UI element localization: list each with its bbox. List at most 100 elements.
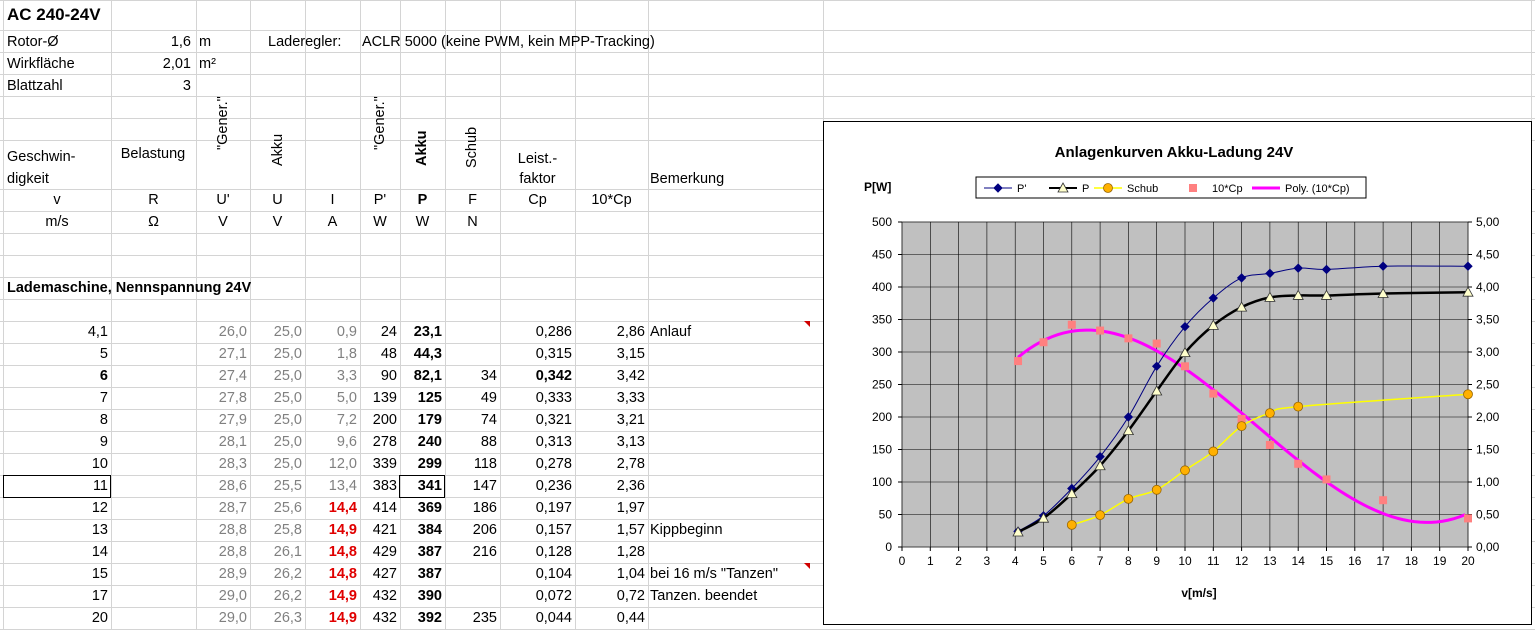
cell-cp10[interactable]: 1,97 — [616, 500, 645, 516]
cell-i[interactable]: 0,9 — [336, 324, 357, 340]
cell-u[interactable]: 26,2 — [273, 566, 302, 582]
sheet-title[interactable]: AC 240-24V — [7, 5, 101, 24]
cell-ug[interactable]: 27,1 — [218, 346, 247, 362]
cell-note[interactable] — [650, 409, 820, 431]
cell-ug[interactable]: 27,9 — [218, 412, 247, 428]
cell-p[interactable]: 23,1 — [413, 324, 442, 340]
cell-i[interactable]: 9,6 — [336, 434, 357, 450]
cell-v[interactable]: 5 — [99, 346, 108, 362]
cell-u[interactable]: 25,0 — [273, 324, 302, 340]
cell-note[interactable] — [650, 497, 820, 519]
cell-v[interactable]: 9 — [99, 434, 108, 450]
param-unit[interactable]: m — [199, 34, 212, 50]
cell-u[interactable]: 25,0 — [273, 368, 302, 384]
cell-cp[interactable]: 0,072 — [535, 588, 572, 604]
cell-v[interactable]: 13 — [91, 522, 108, 538]
cell-cp10[interactable]: 2,86 — [616, 324, 645, 340]
cell-cp[interactable]: 0,313 — [535, 434, 572, 450]
cell-pg[interactable]: 383 — [372, 478, 397, 494]
cell-f[interactable]: 186 — [472, 500, 497, 516]
cell-cp[interactable]: 0,315 — [535, 346, 572, 362]
unit-2[interactable]: V — [218, 214, 228, 230]
cell-ug[interactable]: 28,8 — [218, 522, 247, 538]
cell-ug[interactable]: 28,8 — [218, 544, 247, 560]
cell-p[interactable]: 390 — [417, 588, 442, 604]
param-value[interactable]: 2,01 — [162, 56, 191, 72]
selected-cell-v[interactable] — [3, 475, 111, 498]
cell-pg[interactable]: 200 — [372, 412, 397, 428]
symbol-0[interactable]: v — [53, 192, 61, 208]
header-faktor[interactable]: faktor — [519, 171, 556, 187]
cell-i[interactable]: 1,8 — [336, 346, 357, 362]
symbol-1[interactable]: R — [148, 192, 159, 208]
comment-marker-icon[interactable] — [804, 563, 810, 569]
cell-ug[interactable]: 27,4 — [218, 368, 247, 384]
cell-i[interactable]: 3,3 — [336, 368, 357, 384]
param-value[interactable]: 1,6 — [170, 34, 191, 50]
cell-cp[interactable]: 0,157 — [535, 522, 572, 538]
header-akku1[interactable]: Akku — [270, 133, 286, 166]
cell-i[interactable]: 14,8 — [328, 566, 357, 582]
cell-f[interactable]: 88 — [480, 434, 497, 450]
header-bemerkung[interactable]: Bemerkung — [650, 171, 725, 187]
symbol-9[interactable]: 10*Cp — [591, 192, 632, 208]
cell-v[interactable]: 11 — [92, 478, 108, 494]
cell-u[interactable]: 25,0 — [273, 412, 302, 428]
symbol-2[interactable]: U' — [216, 192, 230, 208]
cell-v[interactable]: 17 — [91, 588, 108, 604]
laderegler-label[interactable]: Laderegler: — [268, 34, 342, 50]
cell-f[interactable]: 49 — [480, 390, 497, 406]
cell-cp[interactable]: 0,286 — [535, 324, 572, 340]
cell-p[interactable]: 384 — [417, 522, 442, 538]
cell-v[interactable]: 7 — [99, 390, 108, 406]
cell-i[interactable]: 14,9 — [328, 610, 357, 626]
cell-f[interactable]: 74 — [480, 412, 497, 428]
cell-i[interactable]: 5,0 — [336, 390, 357, 406]
cell-f[interactable]: 216 — [472, 544, 497, 560]
cell-p[interactable]: 369 — [417, 500, 442, 516]
cell-pg[interactable]: 24 — [380, 324, 397, 340]
cell-u[interactable]: 25,0 — [273, 390, 302, 406]
header-gener2[interactable]: "Gener." — [372, 96, 388, 150]
cell-note[interactable] — [650, 387, 820, 409]
cell-i[interactable]: 7,2 — [336, 412, 357, 428]
cell-note[interactable] — [650, 343, 820, 365]
unit-3[interactable]: V — [272, 214, 283, 230]
header-digkeit[interactable]: digkeit — [7, 171, 49, 187]
cell-pg[interactable]: 414 — [372, 500, 397, 516]
cell-cp[interactable]: 0,333 — [535, 390, 572, 406]
cell-ug[interactable]: 27,8 — [218, 390, 247, 406]
cell-f[interactable] — [445, 563, 497, 585]
cell-u[interactable]: 25,5 — [273, 478, 302, 494]
cell-f[interactable]: 118 — [473, 456, 497, 472]
cell-cp10[interactable]: 1,28 — [616, 544, 645, 560]
cell-v[interactable]: 4,1 — [87, 324, 108, 340]
cell-pg[interactable]: 90 — [380, 368, 397, 384]
cell-ug[interactable]: 28,6 — [218, 478, 247, 494]
cell-i[interactable]: 12,0 — [328, 456, 357, 472]
cell-p[interactable]: 82,1 — [413, 368, 442, 384]
cell-u[interactable]: 25,0 — [273, 434, 302, 450]
comment-marker-icon[interactable] — [804, 321, 810, 327]
unit-5[interactable]: W — [373, 214, 387, 230]
cell-cp10[interactable]: 3,13 — [616, 434, 645, 450]
cell-cp[interactable]: 0,236 — [535, 478, 572, 494]
cell-cp[interactable]: 0,321 — [535, 412, 572, 428]
cell-cp[interactable]: 0,342 — [535, 368, 572, 384]
cell-cp10[interactable]: 3,15 — [616, 346, 645, 362]
param-unit[interactable] — [199, 75, 239, 97]
param-unit[interactable]: m² — [199, 56, 216, 72]
cell-note[interactable] — [650, 431, 820, 453]
cell-v[interactable]: 15 — [91, 566, 108, 582]
laderegler-value[interactable]: ACLR 5000 (keine PWM, kein MPP-Tracking) — [362, 34, 655, 50]
cell-pg[interactable]: 429 — [372, 544, 397, 560]
cell-ug[interactable]: 28,9 — [218, 566, 247, 582]
cell-note[interactable] — [650, 453, 820, 475]
param-label[interactable]: Rotor-Ø — [7, 34, 59, 50]
cell-pg[interactable]: 427 — [372, 566, 397, 582]
cell-p[interactable]: 392 — [417, 610, 442, 626]
cell-pg[interactable]: 278 — [372, 434, 397, 450]
cell-i[interactable]: 14,8 — [328, 544, 357, 560]
cell-pg[interactable]: 421 — [372, 522, 397, 538]
symbol-6[interactable]: P — [417, 192, 428, 208]
